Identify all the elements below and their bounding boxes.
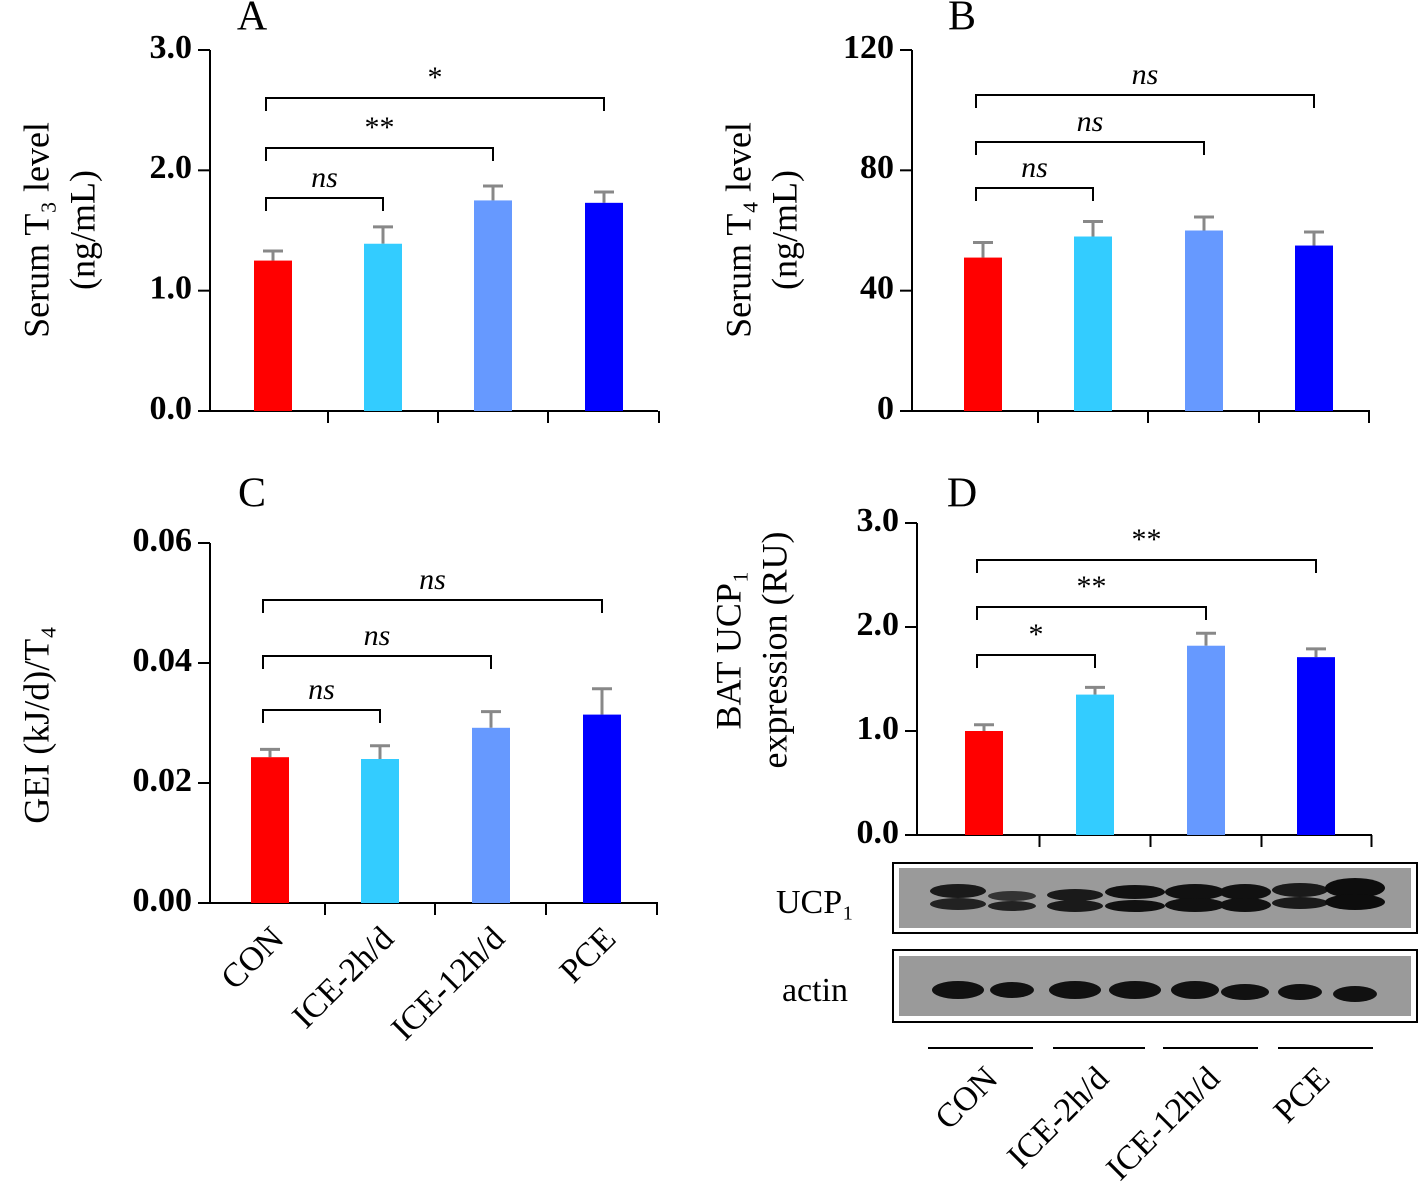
significance-bracket [976,606,1207,620]
significance-bracket [262,599,603,613]
y-tick-label: 2.0 [857,606,900,643]
y-axis-label: GEI (kJ/d)/T₄ [16,626,56,824]
y-tick-label: 0 [877,390,894,427]
y-axis-label: (ng/mL) [62,170,102,290]
bar [364,243,402,411]
panel-letter: B [948,0,976,40]
significance-bracket [976,559,1317,573]
significance-bracket [976,654,1096,668]
x-tick-label: ICE-12h/d [1100,1060,1228,1188]
bar [251,757,289,903]
panel-letter: C [238,471,266,517]
significance-bracket [265,97,605,111]
significance-bracket [265,147,494,161]
x-tick-label: PCE [1267,1060,1337,1130]
bar [1295,245,1333,411]
significance-bracket [265,197,384,211]
x-tick-label: PCE [553,920,623,990]
significance-label: * [428,61,443,94]
blot-label: actin [782,972,848,1009]
bar [1297,657,1335,835]
significance-label: ** [365,111,395,144]
y-tick-label: 1.0 [150,269,193,306]
significance-bracket [975,141,1205,155]
significance-label: ns [1132,58,1159,91]
significance-label: ns [308,673,335,706]
significance-bracket [262,655,492,669]
significance-label: ns [419,563,446,596]
bar [254,260,292,411]
y-axis-label: (ng/mL) [764,170,804,290]
significance-label: ** [1132,523,1162,556]
panel-letter: D [947,471,977,517]
x-tick-label: ICE-12h/d [385,920,513,1048]
y-axis-label: Serum T₄ level [718,122,758,338]
blot-actin [892,949,1418,1023]
blot-ucp1 [892,862,1418,934]
y-axis-label: BAT UCP₁ [708,571,748,730]
significance-bracket [262,709,381,723]
y-tick-label: 0.02 [133,762,193,799]
y-axis-label: expression (RU) [754,532,794,769]
y-tick-label: 3.0 [150,29,193,66]
y-tick-label: 0.06 [133,522,193,559]
x-tick-label: CON [928,1060,1005,1137]
y-tick-label: 2.0 [150,149,193,186]
y-tick-label: 40 [860,269,894,306]
bar [1074,236,1112,411]
bar [964,257,1002,411]
blot-label: UCP₁ [776,884,854,921]
significance-label: ** [1077,570,1107,603]
significance-label: ns [1021,151,1048,184]
significance-label: ns [364,619,391,652]
y-tick-label: 3.0 [857,502,900,539]
bar [1187,645,1225,835]
y-axis-label: Serum T₃ level [16,122,56,338]
panel-letter: A [237,0,268,40]
bar [965,731,1003,835]
significance-label: ns [311,161,338,194]
significance-label: * [1029,618,1044,651]
bar [472,727,510,903]
y-tick-label: 0.0 [857,814,900,851]
x-tick-label: ICE-2h/d [286,920,402,1036]
significance-label: ns [1077,105,1104,138]
y-tick-label: 0.00 [133,882,193,919]
bar [1185,230,1223,411]
y-tick-label: 120 [843,29,894,66]
y-tick-label: 1.0 [857,710,900,747]
x-tick-label: ICE-2h/d [1001,1060,1117,1176]
x-tick-label: CON [214,920,291,997]
significance-bracket [975,94,1315,108]
bar [1076,694,1114,835]
y-tick-label: 0.04 [133,642,193,679]
y-tick-label: 80 [860,149,894,186]
significance-bracket [975,187,1094,201]
bar [361,759,399,903]
bar [585,202,623,411]
bar [583,714,621,903]
y-tick-label: 0.0 [150,390,193,427]
bar [474,200,512,411]
